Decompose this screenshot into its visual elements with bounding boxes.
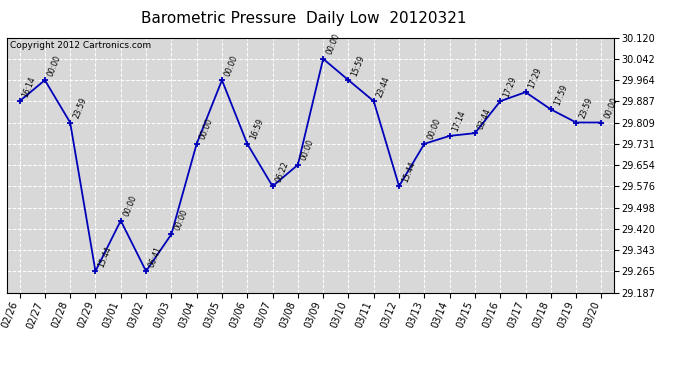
Text: 16:14: 16:14 — [21, 75, 37, 98]
Text: 23:59: 23:59 — [578, 96, 594, 120]
Text: 23:59: 23:59 — [72, 96, 88, 120]
Text: 17:29: 17:29 — [502, 75, 518, 98]
Text: 16:59: 16:59 — [248, 117, 265, 141]
Text: 00:00: 00:00 — [324, 32, 341, 56]
Text: 15:44: 15:44 — [97, 245, 113, 268]
Text: 17:29: 17:29 — [527, 66, 544, 89]
Text: 06:22: 06:22 — [274, 160, 290, 183]
Text: 00:00: 00:00 — [172, 208, 189, 231]
Text: 15:44: 15:44 — [400, 160, 417, 183]
Text: 15:59: 15:59 — [350, 54, 366, 77]
Text: 00:00: 00:00 — [46, 54, 63, 77]
Text: Barometric Pressure  Daily Low  20120321: Barometric Pressure Daily Low 20120321 — [141, 11, 466, 26]
Text: 00:00: 00:00 — [603, 96, 620, 120]
Text: 00:00: 00:00 — [299, 138, 316, 162]
Text: 23:44: 23:44 — [375, 75, 392, 98]
Text: 03:44: 03:44 — [476, 106, 493, 130]
Text: Copyright 2012 Cartronics.com: Copyright 2012 Cartronics.com — [10, 41, 151, 50]
Text: 00:00: 00:00 — [122, 194, 139, 218]
Text: 00:00: 00:00 — [198, 117, 215, 141]
Text: 06:41: 06:41 — [148, 245, 164, 268]
Text: 17:59: 17:59 — [552, 83, 569, 106]
Text: 00:00: 00:00 — [426, 117, 442, 141]
Text: 00:00: 00:00 — [224, 54, 240, 77]
Text: 17:14: 17:14 — [451, 110, 468, 133]
